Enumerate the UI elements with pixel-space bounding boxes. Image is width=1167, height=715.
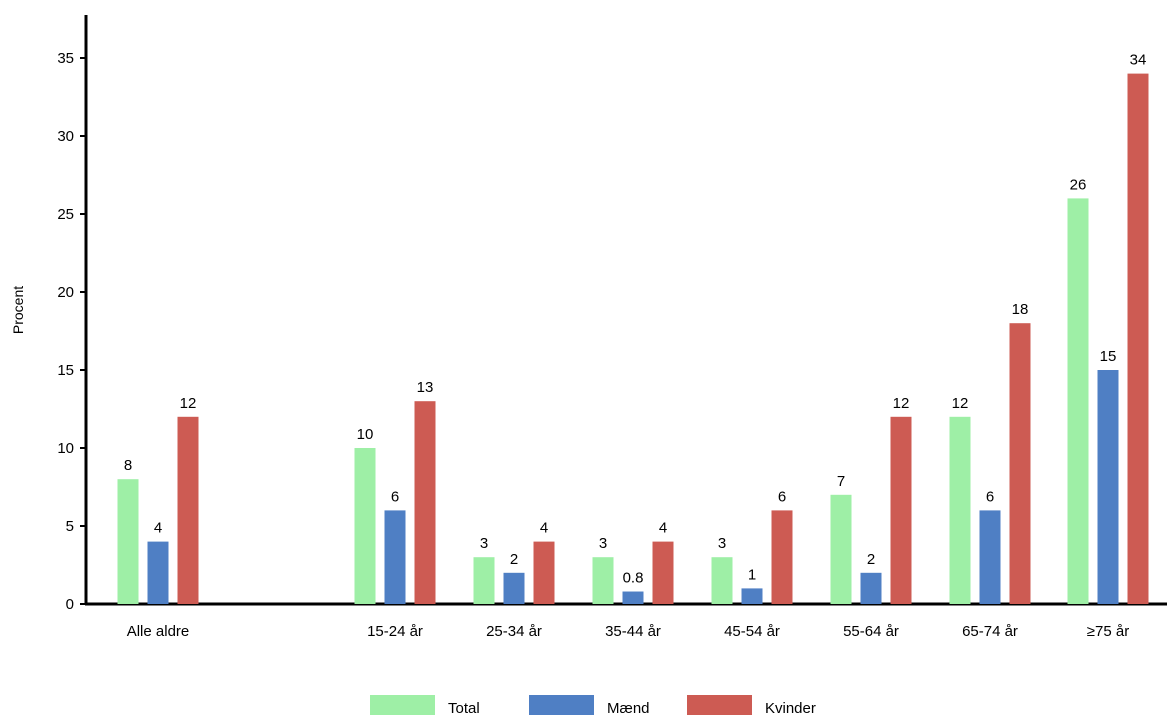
bars <box>117 73 1149 605</box>
bar-kvinder <box>177 416 199 604</box>
y-tick-label: 10 <box>57 440 74 457</box>
bar-kvinder <box>1009 323 1031 604</box>
bar-total <box>592 557 614 604</box>
data-label: 7 <box>837 473 845 490</box>
x-axis: Alle aldre 15-24 år 25-34 år 35-44 år 45-54 … <box>85 602 1167 640</box>
x-category-label: 15-24 år <box>367 623 423 640</box>
data-label: 6 <box>986 488 994 505</box>
y-axis-title: Procent <box>10 286 26 334</box>
data-label: 26 <box>1070 176 1087 193</box>
bar-mænd <box>503 572 525 604</box>
data-label: 18 <box>1012 301 1029 318</box>
bar-mænd <box>979 510 1001 604</box>
bar-total <box>117 479 139 604</box>
data-label: 0.8 <box>623 570 644 587</box>
y-tick-label: 15 <box>57 362 74 379</box>
bar-kvinder <box>652 541 674 604</box>
data-label: 3 <box>480 535 488 552</box>
y-tick-label: 25 <box>57 206 74 223</box>
data-label: 1 <box>748 566 756 583</box>
data-label: 6 <box>778 488 786 505</box>
data-label: 8 <box>124 457 132 474</box>
bar-total <box>1067 198 1089 604</box>
y-tick-label: 0 <box>66 596 74 613</box>
data-label: 2 <box>867 551 875 568</box>
legend-label: Mænd <box>607 700 650 715</box>
x-category-label: 25-34 år <box>486 623 542 640</box>
bar-total <box>354 448 376 604</box>
bar-kvinder <box>890 416 912 604</box>
bar-kvinder <box>1127 73 1149 605</box>
legend-label: Kvinder <box>765 700 816 715</box>
x-category-label: 45-54 år <box>724 623 780 640</box>
legend-swatch-total <box>370 695 435 715</box>
bar-kvinder <box>771 510 793 604</box>
legend: Total Mænd Kvinder <box>370 695 816 715</box>
y-tick-label: 20 <box>57 284 74 301</box>
x-category-label: 35-44 år <box>605 623 661 640</box>
bar-total <box>711 557 733 604</box>
data-label: 6 <box>391 488 399 505</box>
data-label: 2 <box>510 551 518 568</box>
x-category-label: ≥75 år <box>1087 623 1129 640</box>
data-label: 12 <box>893 395 910 412</box>
bar-kvinder <box>533 541 555 604</box>
data-label: 10 <box>357 426 374 443</box>
legend-swatch-mænd <box>529 695 594 715</box>
bar-total <box>473 557 495 604</box>
bar-mænd <box>147 541 169 604</box>
data-label: 15 <box>1100 348 1117 365</box>
bar-mænd <box>860 572 882 604</box>
x-category-label: 55-64 år <box>843 623 899 640</box>
data-label: 4 <box>154 520 162 537</box>
y-tick-label: 30 <box>57 128 74 145</box>
bar-mænd <box>1097 370 1119 604</box>
bar-total <box>949 416 971 604</box>
data-label: 12 <box>952 395 969 412</box>
legend-label: Total <box>448 700 480 715</box>
bar-mænd <box>741 588 763 604</box>
y-tick-label: 35 <box>57 50 74 67</box>
x-category-label: Alle aldre <box>127 623 190 640</box>
data-label: 3 <box>718 535 726 552</box>
data-label: 4 <box>659 520 667 537</box>
bar-mænd <box>384 510 406 604</box>
legend-swatch-kvinder <box>687 695 752 715</box>
y-tick-label: 5 <box>66 518 74 535</box>
y-axis: 0 5 10 15 20 25 30 35 <box>57 15 88 613</box>
data-label: 13 <box>417 379 434 396</box>
data-label: 3 <box>599 535 607 552</box>
bar-total <box>830 494 852 604</box>
x-category-label: 65-74 år <box>962 623 1018 640</box>
bar-mænd <box>622 591 644 604</box>
bar-kvinder <box>414 401 436 604</box>
data-label: 12 <box>180 395 197 412</box>
data-label: 4 <box>540 520 548 537</box>
data-labels: 8 4 12 10 6 13 3 2 4 3 0.8 4 3 1 6 7 2 12 12 6 18 26 15 34 <box>124 52 1147 587</box>
data-label: 34 <box>1130 52 1147 69</box>
